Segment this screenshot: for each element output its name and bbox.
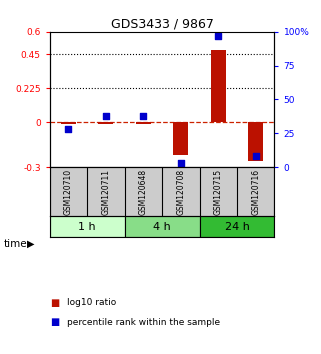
Bar [211,50,226,122]
Point [178,160,183,166]
Text: 24 h: 24 h [225,222,249,232]
Point [66,126,71,132]
Text: percentile rank within the sample: percentile rank within the sample [67,318,221,327]
Text: GSM120648: GSM120648 [139,169,148,215]
Text: 1 h: 1 h [78,222,96,232]
Text: log10 ratio: log10 ratio [67,298,117,307]
Text: GSM120716: GSM120716 [251,169,260,215]
Bar [50,216,125,237]
Point [216,33,221,39]
Title: GDS3433 / 9867: GDS3433 / 9867 [111,18,213,31]
Text: ■: ■ [50,298,59,308]
Text: ▶: ▶ [27,239,34,249]
Bar [136,122,151,124]
Text: time: time [3,239,27,249]
Text: 4 h: 4 h [153,222,171,232]
Point [103,113,108,119]
Text: GSM120715: GSM120715 [214,169,223,215]
Text: GSM120711: GSM120711 [101,169,110,215]
Point [141,113,146,119]
Text: GSM120708: GSM120708 [176,169,185,215]
Bar [61,122,76,124]
Bar [173,122,188,155]
Text: GSM120710: GSM120710 [64,169,73,215]
Point [253,153,258,159]
Bar [248,122,263,161]
Bar [200,216,274,237]
Bar [99,122,113,124]
Text: ■: ■ [50,317,59,327]
Bar [125,216,200,237]
